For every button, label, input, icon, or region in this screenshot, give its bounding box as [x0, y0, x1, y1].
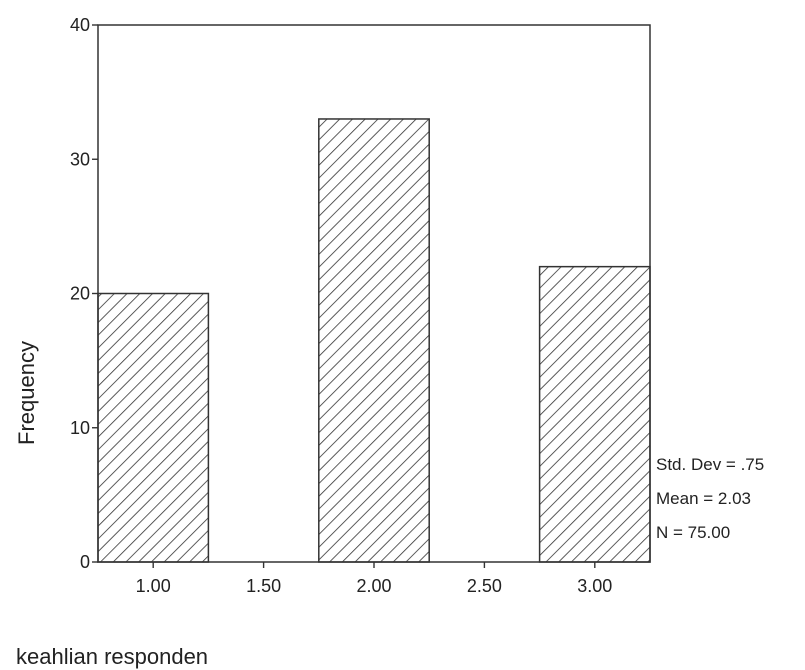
- y-tick-label: 30: [70, 149, 90, 169]
- stat-line: N = 75.00: [656, 523, 730, 542]
- stat-line: Mean = 2.03: [656, 489, 751, 508]
- x-tick-label: 3.00: [577, 576, 612, 596]
- x-axis-label: keahlian responden: [16, 644, 208, 669]
- x-axis: 1.00 1.50 2.00 2.50 3.00: [136, 562, 612, 596]
- bars: [97, 118, 651, 563]
- x-tick-label: 1.00: [136, 576, 171, 596]
- histogram-bar: [538, 265, 651, 563]
- x-tick-label: 2.00: [356, 576, 391, 596]
- y-tick-label: 10: [70, 418, 90, 438]
- y-axis: 0 10 20 30 40: [70, 15, 98, 572]
- y-tick-label: 40: [70, 15, 90, 35]
- x-tick-label: 2.50: [467, 576, 502, 596]
- y-axis-label: Frequency: [14, 341, 39, 445]
- stats-legend: Std. Dev = .75 Mean = 2.03 N = 75.00: [656, 455, 764, 542]
- histogram-bar: [97, 292, 210, 563]
- y-tick-label: 0: [80, 552, 90, 572]
- y-tick-label: 20: [70, 284, 90, 304]
- histogram-bar: [318, 118, 430, 563]
- x-tick-label: 1.50: [246, 576, 281, 596]
- stat-line: Std. Dev = .75: [656, 455, 764, 474]
